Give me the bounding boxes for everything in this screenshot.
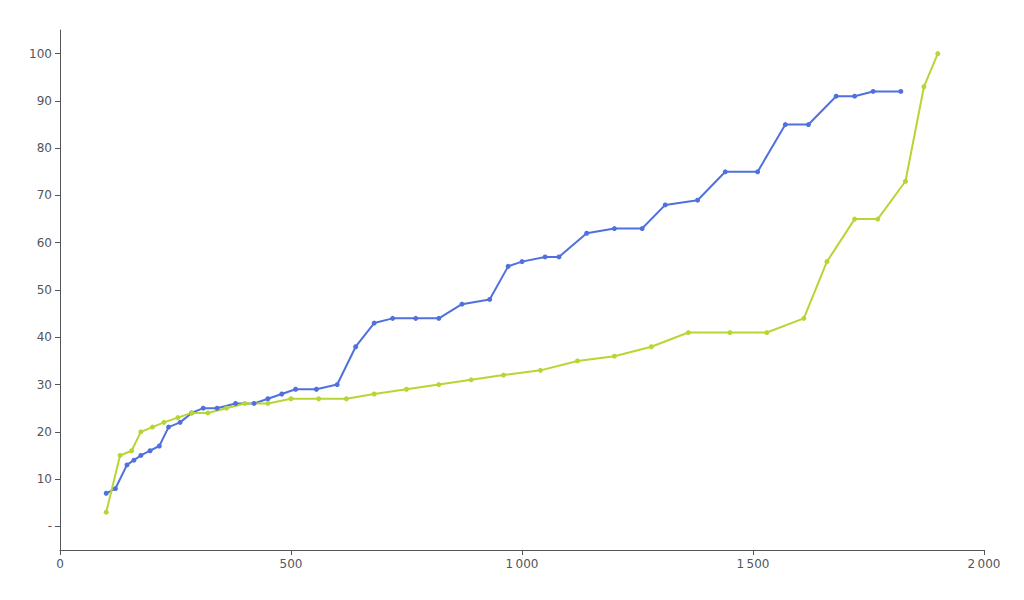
svg-text:10: 10 [37, 472, 52, 486]
svg-text:100: 100 [29, 47, 52, 61]
svg-text:70: 70 [37, 188, 52, 202]
svg-text:40: 40 [37, 330, 52, 344]
svg-text:2 000: 2 000 [968, 557, 1001, 571]
svg-text:-: - [48, 519, 52, 533]
svg-text:80: 80 [37, 141, 52, 155]
svg-text:30: 30 [37, 378, 52, 392]
svg-text:0: 0 [56, 557, 64, 571]
svg-text:90: 90 [37, 94, 52, 108]
svg-text:50: 50 [37, 283, 52, 297]
svg-text:500: 500 [280, 557, 303, 571]
svg-text:1 000: 1 000 [506, 557, 539, 571]
svg-text:20: 20 [37, 425, 52, 439]
svg-text:1 500: 1 500 [737, 557, 770, 571]
svg-text:60: 60 [37, 236, 52, 250]
